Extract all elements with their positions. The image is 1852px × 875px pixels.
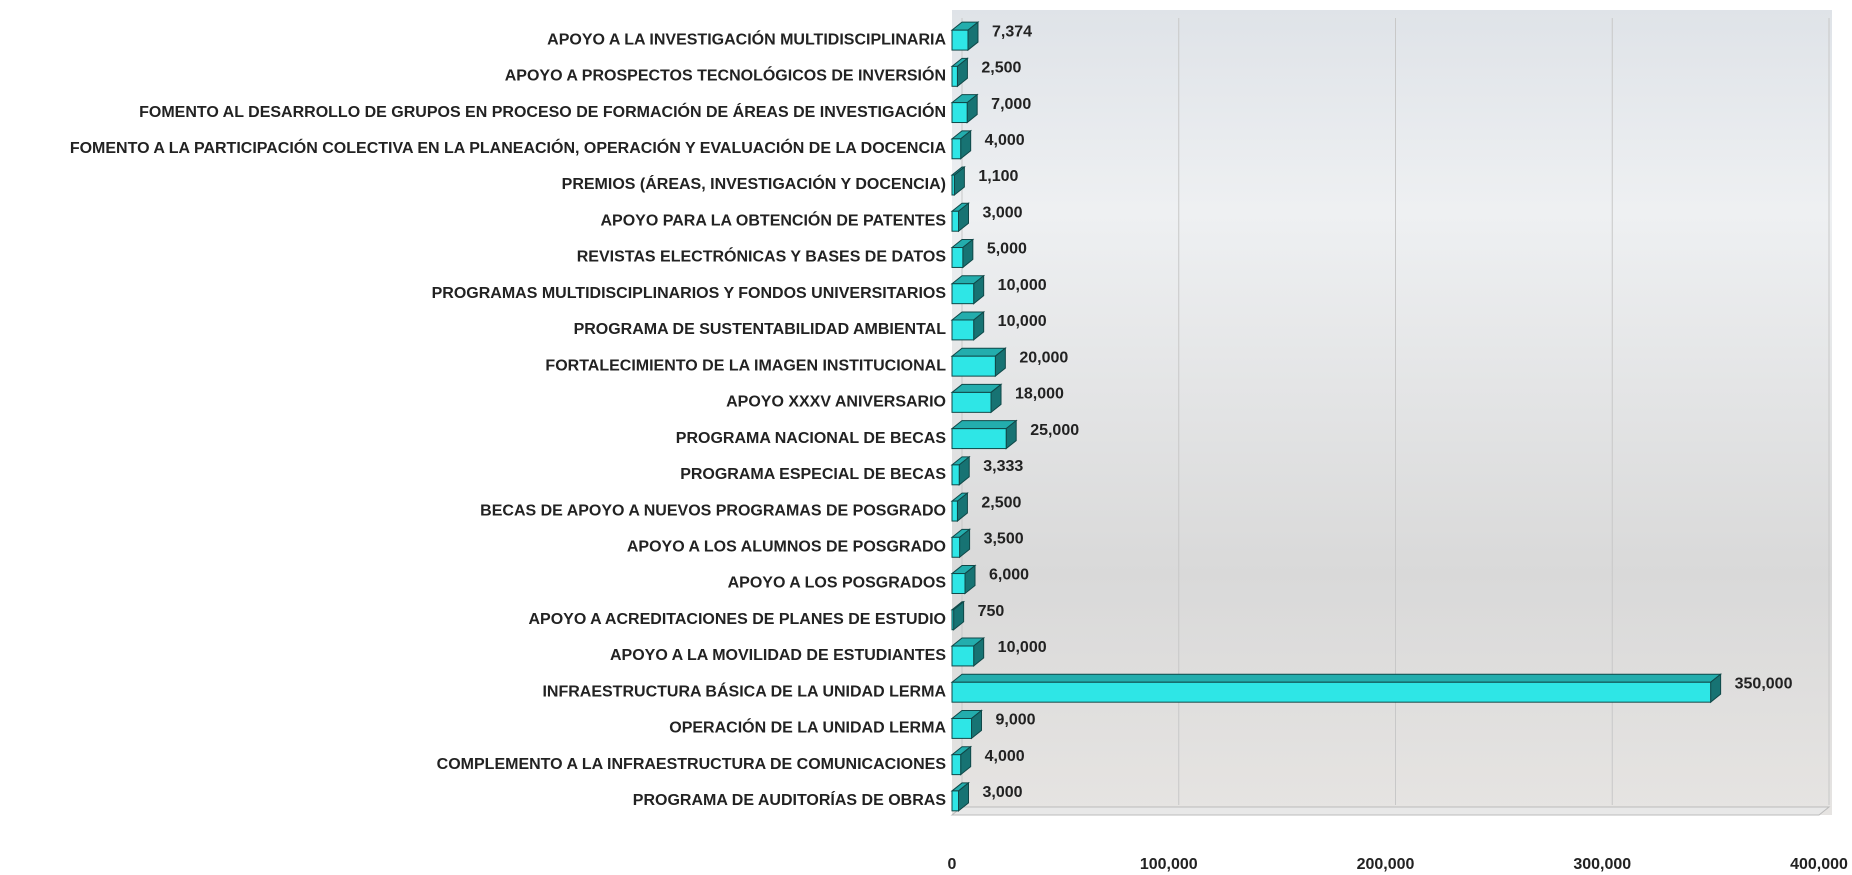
bar-front (952, 248, 963, 268)
data-label: 1,100 (978, 168, 1018, 185)
y-tick-label: APOYO A LOS ALUMNOS DE POSGRADO (627, 539, 946, 556)
bar-front (952, 392, 991, 412)
y-tick-label: APOYO A ACREDITACIONES DE PLANES DE ESTU… (528, 611, 946, 628)
bar (952, 384, 1001, 412)
y-tick-label: APOYO A PROSPECTOS TECNOLÓGICOS DE INVER… (505, 66, 946, 85)
bar-front (952, 30, 968, 50)
data-label: 18,000 (1015, 386, 1064, 403)
bar (952, 710, 982, 738)
data-label: 10,000 (998, 277, 1047, 294)
bar-front (952, 610, 954, 630)
bar-front (952, 682, 1711, 702)
y-tick-label: PROGRAMA ESPECIAL DE BECAS (680, 466, 946, 483)
y-tick-label: BECAS DE APOYO A NUEVOS PROGRAMAS DE POS… (480, 502, 946, 519)
bar (952, 312, 984, 340)
data-label: 9,000 (996, 712, 1036, 729)
bar-front (952, 646, 974, 666)
y-tick-label: PROGRAMA NACIONAL DE BECAS (676, 430, 947, 447)
y-tick-label: PROGRAMAS MULTIDISCIPLINARIOS Y FONDOS U… (432, 285, 947, 302)
bar-front (952, 465, 959, 485)
y-tick-label: OPERACIÓN DE LA UNIDAD LERMA (669, 718, 946, 737)
data-label: 3,333 (983, 458, 1023, 475)
y-tick-label: FORTALECIMIENTO DE LA IMAGEN INSTITUCION… (545, 357, 946, 374)
bar (952, 638, 984, 666)
data-label: 7,000 (991, 96, 1031, 113)
bar (952, 348, 1005, 376)
y-tick-label: APOYO A LOS POSGRADOS (728, 575, 947, 592)
bar (952, 674, 1721, 702)
y-tick-label: APOYO PARA LA OBTENCIÓN DE PATENTES (601, 210, 947, 229)
bar-front (952, 66, 957, 86)
bar-front (952, 755, 961, 775)
y-tick-label: PROGRAMA DE SUSTENTABILIDAD AMBIENTAL (574, 321, 947, 338)
y-tick-label: FOMENTO A LA PARTICIPACIÓN COLECTIVA EN … (70, 138, 947, 157)
bar-front (952, 320, 974, 340)
bar-front (952, 139, 961, 159)
data-label: 3,000 (983, 784, 1023, 801)
x-tick-label: 0 (948, 856, 957, 873)
data-label: 750 (978, 603, 1005, 620)
bar-front (952, 356, 995, 376)
bar-front (952, 284, 974, 304)
y-tick-label: FOMENTO AL DESARROLLO DE GRUPOS EN PROCE… (139, 102, 946, 121)
data-label: 2,500 (981, 60, 1021, 77)
bar-front (952, 429, 1006, 449)
page: 0 100,000 200,000 300,000 400,000 APOYO A LA … (0, 0, 1852, 875)
bar-front (952, 103, 967, 123)
data-label: 7,374 (992, 23, 1032, 40)
bar-top (952, 421, 1016, 429)
y-tick-label: PROGRAMA DE AUDITORÍAS DE OBRAS (633, 790, 947, 809)
bar-top (952, 674, 1721, 682)
x-tick-label: 100,000 (1140, 856, 1198, 873)
bar (952, 276, 984, 304)
data-label: 2,500 (981, 494, 1021, 511)
data-label: 4,000 (985, 132, 1025, 149)
bar-front (952, 175, 954, 195)
x-tick-label: 300,000 (1573, 856, 1631, 873)
chart: 0 100,000 200,000 300,000 400,000 APOYO A LA … (0, 0, 1852, 875)
y-tick-label: REVISTAS ELECTRÓNICAS Y BASES DE DATOS (577, 247, 947, 266)
data-label: 350,000 (1735, 675, 1793, 692)
plot-floor (952, 807, 1829, 815)
bar-front (952, 211, 959, 231)
bar-front (952, 537, 960, 557)
y-tick-label: COMPLEMENTO A LA INFRAESTRUCTURA DE COMU… (437, 756, 947, 773)
data-label: 10,000 (998, 639, 1047, 656)
bar-front (952, 574, 965, 594)
y-tick-label: APOYO XXXV ANIVERSARIO (726, 394, 946, 411)
y-tick-label: PREMIOS (ÁREAS, INVESTIGACIÓN Y DOCENCIA… (562, 174, 946, 193)
y-tick-label: APOYO A LA MOVILIDAD DE ESTUDIANTES (610, 647, 946, 664)
data-label: 3,000 (983, 204, 1023, 221)
y-tick-label: APOYO A LA INVESTIGACIÓN MULTIDISCIPLINA… (547, 29, 946, 48)
data-label: 10,000 (998, 313, 1047, 330)
data-label: 5,000 (987, 241, 1027, 258)
bar-front (952, 501, 957, 521)
data-label: 25,000 (1030, 422, 1079, 439)
y-tick-label: INFRAESTRUCTURA BÁSICA DE LA UNIDAD LERM… (542, 681, 946, 700)
x-tick-label: 200,000 (1357, 856, 1415, 873)
data-label: 20,000 (1019, 349, 1068, 366)
data-label: 6,000 (989, 567, 1029, 584)
data-label: 3,500 (984, 531, 1024, 548)
data-label: 4,000 (985, 748, 1025, 765)
bar (952, 421, 1016, 449)
x-tick-label: 400,000 (1790, 856, 1848, 873)
bar-front (952, 718, 972, 738)
bar-front (952, 791, 959, 811)
